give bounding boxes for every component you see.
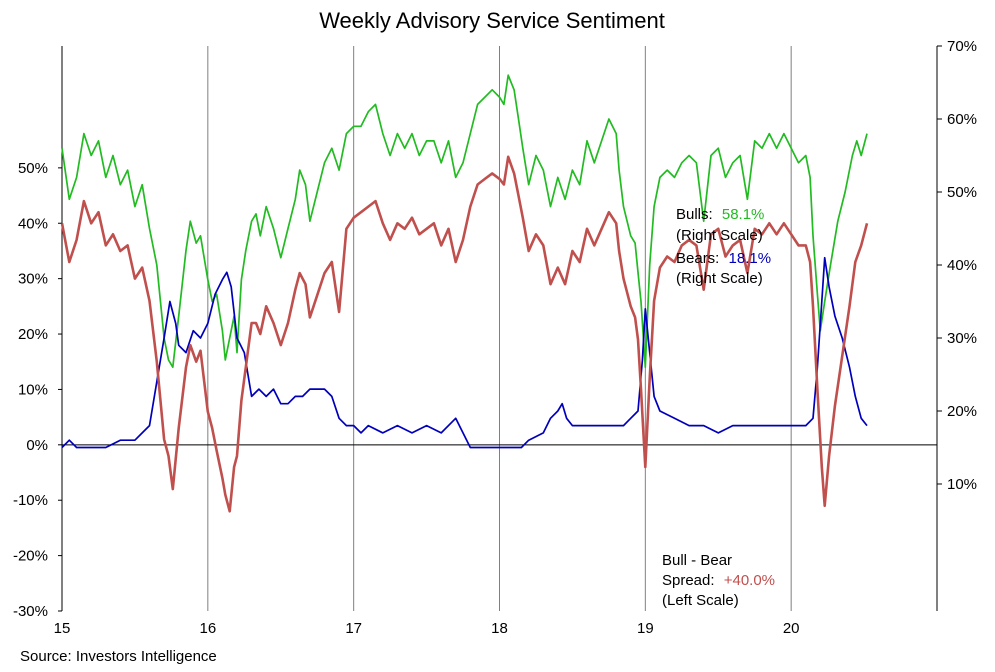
left-tick-label: 50% bbox=[18, 160, 48, 177]
spread-value: +40.0% bbox=[724, 572, 775, 589]
x-tick-label: 15 bbox=[54, 620, 71, 637]
right-tick-label: 20% bbox=[947, 403, 977, 420]
bears-line bbox=[61, 256, 868, 449]
left-tick-label: -10% bbox=[13, 492, 48, 509]
series-layer bbox=[60, 74, 869, 513]
right-tick-label: 40% bbox=[947, 257, 977, 274]
x-tick-label: 20 bbox=[783, 620, 800, 637]
bulls-value: 58.1% bbox=[722, 206, 765, 223]
x-tick-label: 17 bbox=[345, 620, 362, 637]
svg-text:Spread: +40.0%: Spread: +40.0% bbox=[662, 572, 775, 589]
spread-line1: Bull - Bear bbox=[662, 552, 732, 569]
right-tick-label: 50% bbox=[947, 184, 977, 201]
spread-annotation: Bull - Bear Spread: +40.0% (Left Scale) bbox=[662, 552, 775, 609]
left-tick-label: 20% bbox=[18, 326, 48, 343]
bulls-line bbox=[61, 74, 868, 369]
chart-title: Weekly Advisory Service Sentiment bbox=[319, 8, 665, 33]
bears-label: Bears: bbox=[676, 250, 719, 267]
left-tick-label: 0% bbox=[26, 437, 48, 454]
right-axis-ticks: 10% 20% 30% 40% 50% 60% 70% bbox=[937, 38, 977, 493]
left-axis-ticks: -30% -20% -10% 0% 10% 20% 30% 40% 50% bbox=[13, 160, 62, 620]
x-axis-ticks: 15 16 17 18 19 20 bbox=[54, 620, 800, 637]
right-tick-label: 10% bbox=[947, 476, 977, 493]
axes: -30% -20% -10% 0% 10% 20% 30% 40% 50% 10% 20% 30% 4… bbox=[13, 38, 977, 637]
source-note: Source: Investors Intelligence bbox=[20, 648, 217, 665]
left-tick-label: 30% bbox=[18, 271, 48, 288]
left-tick-label: 40% bbox=[18, 215, 48, 232]
right-tick-label: 60% bbox=[947, 111, 977, 128]
spread-line bbox=[60, 155, 869, 513]
spread-label: Spread: bbox=[662, 572, 715, 589]
left-tick-label: -20% bbox=[13, 548, 48, 565]
vertical-gridlines bbox=[207, 46, 792, 611]
left-tick-label: 10% bbox=[18, 381, 48, 398]
bulls-scale-note: (Right Scale) bbox=[676, 227, 763, 244]
bears-value: 18.1% bbox=[729, 250, 772, 267]
left-tick-label: -30% bbox=[13, 603, 48, 620]
svg-text:Bears: 18.1%: Bears: 18.1% bbox=[676, 250, 771, 267]
svg-text:Bulls: 58.1%: Bulls: 58.1% bbox=[676, 206, 764, 223]
x-tick-label: 18 bbox=[491, 620, 508, 637]
bulls-label: Bulls: bbox=[676, 206, 713, 223]
right-tick-label: 70% bbox=[947, 38, 977, 55]
x-tick-label: 16 bbox=[199, 620, 216, 637]
bears-annotation: Bears: 18.1% (Right Scale) bbox=[676, 250, 771, 287]
x-tick-label: 19 bbox=[637, 620, 654, 637]
bears-scale-note: (Right Scale) bbox=[676, 270, 763, 287]
bulls-annotation: Bulls: 58.1% (Right Scale) bbox=[676, 206, 764, 244]
right-tick-label: 30% bbox=[947, 330, 977, 347]
spread-scale-note: (Left Scale) bbox=[662, 592, 739, 609]
